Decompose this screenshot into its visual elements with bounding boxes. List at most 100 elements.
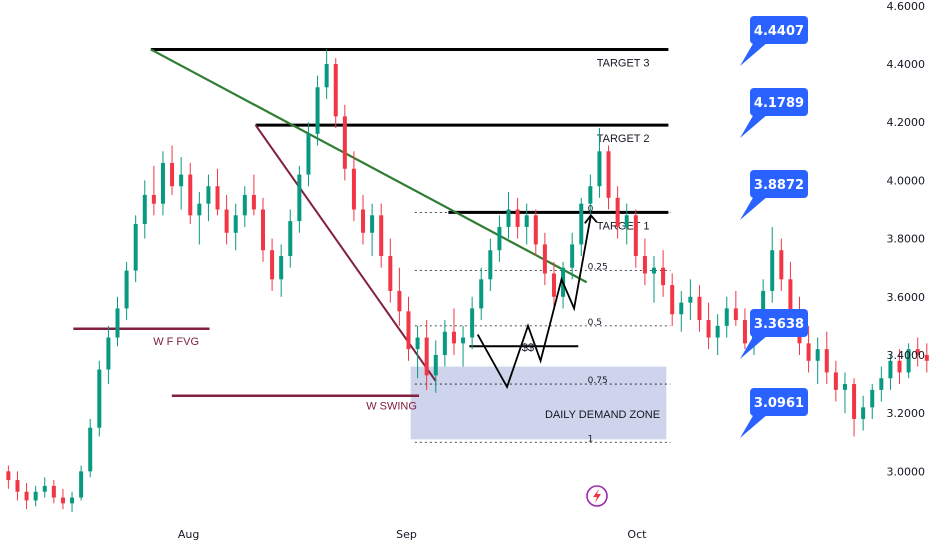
price-callout-pointer — [740, 414, 768, 438]
candle-body — [70, 497, 75, 504]
candle — [33, 485, 38, 507]
candle — [688, 279, 693, 321]
candle-body — [870, 389, 875, 408]
fib-level-label: 1 — [588, 434, 594, 444]
candle — [597, 128, 602, 198]
candle — [160, 151, 165, 216]
price-callout-box — [750, 88, 808, 116]
candle — [133, 215, 138, 283]
candle-body — [342, 116, 347, 169]
candle — [242, 186, 247, 227]
candle-body — [624, 215, 629, 227]
candle-body — [224, 209, 229, 233]
candle-body — [761, 290, 766, 326]
candle-body — [724, 308, 729, 326]
price-callout-pointer — [740, 114, 768, 138]
fib-level-label: 0.25 — [588, 263, 608, 273]
candle-body — [488, 250, 493, 280]
candle — [742, 308, 747, 350]
candle-body — [106, 337, 111, 370]
liquidity-label: $$ — [522, 342, 534, 354]
candle — [451, 308, 456, 355]
candle — [106, 325, 111, 385]
candle-body — [615, 197, 620, 227]
y-axis-tick-label: 3.4000 — [887, 349, 926, 362]
candle-body — [451, 331, 456, 344]
candle — [624, 203, 629, 245]
candle — [733, 290, 738, 326]
candle-body — [379, 215, 384, 257]
candle-body — [251, 194, 256, 210]
candle — [115, 296, 120, 347]
candle — [361, 194, 366, 245]
fib-level-label: 0.5 — [588, 318, 602, 328]
candle-body — [288, 221, 293, 257]
trendline-green[interactable] — [150, 48, 588, 284]
candle — [397, 267, 402, 326]
candle — [551, 261, 556, 309]
trendline-maroon[interactable] — [254, 124, 437, 382]
candle — [60, 488, 65, 510]
price-callout[interactable]: 3.0961 — [740, 388, 808, 438]
candle — [333, 58, 338, 129]
candle — [188, 162, 193, 225]
candle — [924, 343, 929, 373]
x-axis-tick-label: Oct — [627, 528, 647, 541]
candle — [770, 226, 775, 303]
y-axis-tick-label: 3.6000 — [887, 291, 926, 304]
candle — [715, 314, 720, 355]
candle-body — [661, 267, 666, 286]
y-axis-tick-label: 4.2000 — [887, 116, 926, 129]
candle — [306, 122, 311, 187]
candle — [442, 320, 447, 367]
candle-body — [542, 244, 547, 274]
candle — [615, 186, 620, 239]
candle — [170, 145, 175, 195]
candle-body — [906, 349, 911, 373]
price-callout[interactable]: 3.8872 — [740, 170, 808, 220]
candle-body — [297, 174, 302, 222]
candle-body — [151, 194, 156, 204]
x-axis-tick-label: Aug — [178, 528, 199, 541]
candle — [351, 151, 356, 222]
price-callout[interactable]: 4.1789 — [740, 88, 808, 138]
y-axis-tick-label: 3.2000 — [887, 407, 926, 420]
daily-demand-zone — [410, 366, 667, 440]
candle — [224, 194, 229, 245]
price-callout[interactable]: 4.4407 — [740, 16, 808, 66]
candle — [806, 325, 811, 373]
y-axis-tick-label: 4.4000 — [887, 58, 926, 71]
candle-body — [606, 151, 611, 198]
candle-body — [815, 349, 820, 361]
candle — [88, 418, 93, 478]
candle-body — [233, 215, 238, 233]
candle — [142, 180, 147, 239]
candle-body — [733, 308, 738, 321]
fib-level-label: 0.75 — [588, 376, 608, 386]
price-callout-box — [750, 170, 808, 198]
candle-body — [160, 162, 165, 204]
projection-path[interactable] — [476, 215, 592, 390]
candle-body — [397, 290, 402, 312]
candle-body — [33, 491, 38, 501]
candle — [51, 480, 56, 504]
candle-body — [570, 244, 575, 268]
candle-body — [6, 471, 11, 481]
fvg-label: W F FVG — [153, 336, 199, 348]
candle-body — [697, 296, 702, 321]
candle-body — [324, 64, 329, 88]
candle — [570, 232, 575, 280]
tradingview-flash-icon[interactable] — [586, 485, 608, 507]
candle-body — [715, 325, 720, 338]
candle-body — [442, 331, 447, 355]
candle-body — [115, 308, 120, 338]
candle — [433, 340, 438, 393]
candle — [97, 360, 102, 437]
candle — [315, 75, 320, 146]
candle-body — [788, 279, 793, 315]
price-callout-label: 4.1789 — [754, 96, 804, 111]
candle — [679, 290, 684, 332]
price-callout[interactable]: 3.3638 — [740, 309, 808, 359]
candle-body — [361, 209, 366, 233]
